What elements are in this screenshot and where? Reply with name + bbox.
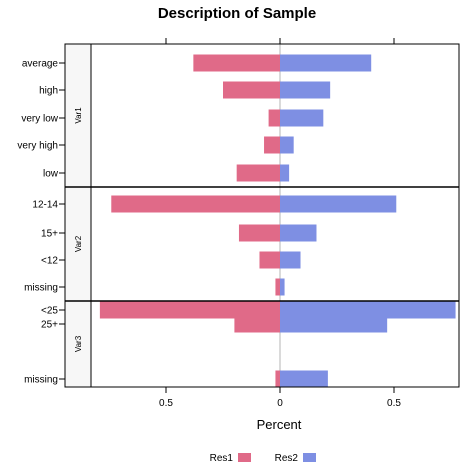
x-tick-label: 0	[277, 398, 283, 409]
bar-res2	[280, 370, 328, 388]
bar-res1	[236, 164, 280, 182]
bar-res1	[99, 301, 280, 319]
x-tick-label: 0.5	[159, 398, 173, 409]
bar-res2	[280, 81, 331, 99]
bar-res1	[193, 54, 280, 72]
category-label: very high	[17, 141, 58, 152]
strip-background	[65, 187, 91, 301]
bar-res1	[268, 109, 280, 127]
plot-border	[64, 43, 460, 388]
category-label: average	[22, 59, 59, 70]
strip-background	[65, 301, 91, 387]
strip-background	[65, 44, 91, 187]
category-label: missing	[24, 283, 58, 294]
bar-res2	[280, 195, 397, 213]
bar-res2	[280, 164, 290, 182]
bar-res2	[280, 278, 285, 296]
category-label: 12-14	[32, 200, 58, 211]
bar-res1	[234, 315, 280, 333]
category-label: 15+	[41, 229, 58, 240]
legend-swatch	[303, 453, 316, 462]
bar-res1	[264, 136, 280, 154]
category-label: missing	[24, 375, 58, 386]
bar-res2	[280, 54, 372, 72]
bar-res2	[280, 109, 324, 127]
legend-label: Res2	[275, 453, 299, 464]
bar-res1	[275, 278, 280, 296]
legend-swatch	[238, 453, 251, 462]
category-label: low	[43, 169, 59, 180]
bar-res1	[259, 251, 280, 269]
category-label: high	[39, 86, 58, 97]
category-label: very low	[21, 114, 58, 125]
bar-res2	[280, 315, 388, 333]
strip-label-var2: Var2	[74, 235, 83, 252]
bar-res2	[280, 251, 301, 269]
strip-label-var1: Var1	[74, 107, 83, 124]
bar-res1	[111, 195, 280, 213]
strip-label-var3: Var3	[74, 335, 83, 352]
category-label: 25+	[41, 320, 58, 331]
bar-res1	[223, 81, 280, 99]
category-label: <12	[41, 256, 58, 267]
x-axis-label: Percent	[257, 417, 302, 432]
category-label: <25	[41, 306, 58, 317]
bar-res1	[275, 370, 280, 388]
legend-label: Res1	[210, 453, 234, 464]
bar-res2	[280, 224, 317, 242]
bar-res2	[280, 301, 456, 319]
x-tick-label: 0.5	[387, 398, 401, 409]
bar-res2	[280, 136, 294, 154]
bar-res1	[238, 224, 280, 242]
chart-title: Description of Sample	[158, 5, 316, 22]
